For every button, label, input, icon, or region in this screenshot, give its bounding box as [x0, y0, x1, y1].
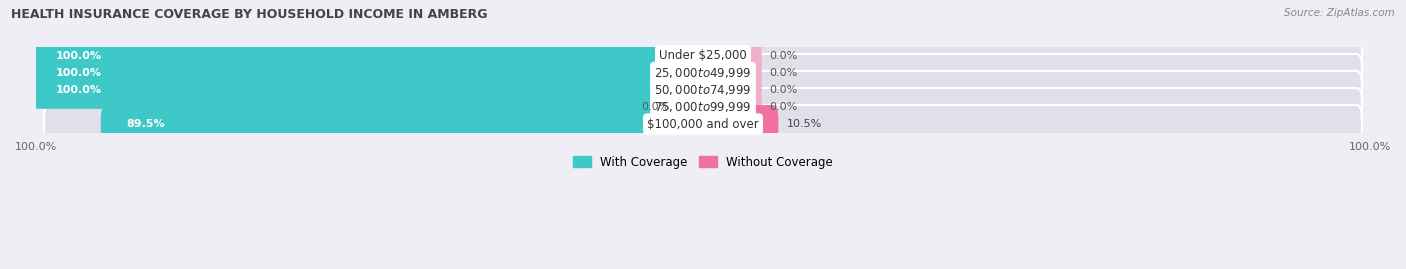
- FancyBboxPatch shape: [44, 37, 1362, 75]
- FancyBboxPatch shape: [697, 37, 762, 75]
- FancyBboxPatch shape: [697, 54, 762, 92]
- Legend: With Coverage, Without Coverage: With Coverage, Without Coverage: [568, 151, 838, 174]
- Text: $100,000 and over: $100,000 and over: [647, 118, 759, 130]
- Text: 100.0%: 100.0%: [56, 85, 103, 95]
- FancyBboxPatch shape: [31, 71, 709, 109]
- FancyBboxPatch shape: [44, 105, 1362, 143]
- Text: 100.0%: 100.0%: [56, 51, 103, 61]
- Text: 100.0%: 100.0%: [56, 68, 103, 78]
- Text: 0.0%: 0.0%: [769, 102, 799, 112]
- FancyBboxPatch shape: [31, 54, 709, 92]
- FancyBboxPatch shape: [44, 71, 1362, 109]
- FancyBboxPatch shape: [697, 71, 762, 109]
- Text: 0.0%: 0.0%: [769, 85, 799, 95]
- Text: 0.0%: 0.0%: [769, 68, 799, 78]
- Text: 0.0%: 0.0%: [769, 51, 799, 61]
- FancyBboxPatch shape: [44, 54, 1362, 92]
- FancyBboxPatch shape: [697, 105, 779, 143]
- FancyBboxPatch shape: [697, 88, 762, 126]
- Text: Under $25,000: Under $25,000: [659, 49, 747, 62]
- Text: 10.5%: 10.5%: [786, 119, 821, 129]
- FancyBboxPatch shape: [101, 105, 709, 143]
- Text: 0.0%: 0.0%: [641, 102, 669, 112]
- Text: $25,000 to $49,999: $25,000 to $49,999: [654, 66, 752, 80]
- FancyBboxPatch shape: [44, 88, 1362, 126]
- FancyBboxPatch shape: [678, 88, 709, 126]
- Text: $50,000 to $74,999: $50,000 to $74,999: [654, 83, 752, 97]
- Text: Source: ZipAtlas.com: Source: ZipAtlas.com: [1284, 8, 1395, 18]
- Text: HEALTH INSURANCE COVERAGE BY HOUSEHOLD INCOME IN AMBERG: HEALTH INSURANCE COVERAGE BY HOUSEHOLD I…: [11, 8, 488, 21]
- FancyBboxPatch shape: [31, 37, 709, 75]
- Text: 89.5%: 89.5%: [127, 119, 165, 129]
- Text: $75,000 to $99,999: $75,000 to $99,999: [654, 100, 752, 114]
